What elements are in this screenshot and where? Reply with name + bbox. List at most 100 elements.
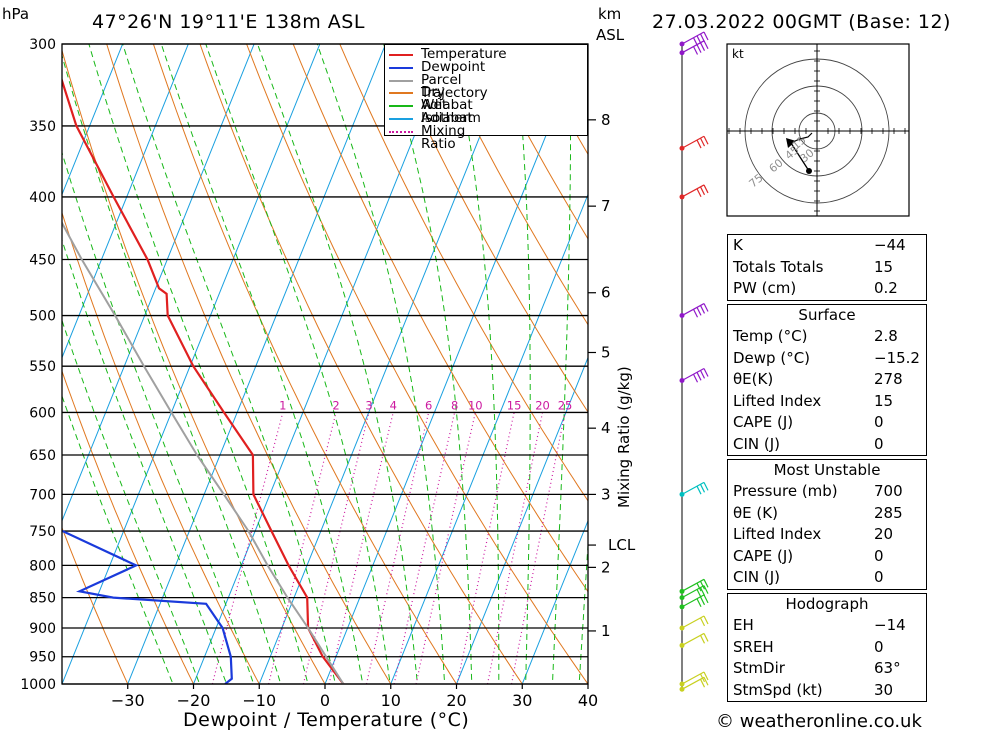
table-row-value: 0 [874,413,884,431]
wet-adiabat-line [451,44,500,684]
table-row: Pressure (mb) 700 [728,481,926,503]
most-unstable-table: Most Unstable Pressure (mb) 700 θE (K) 285 Li… [727,459,927,590]
wind-barb [679,135,709,151]
table-row-label: CIN (J) [733,568,781,586]
storm-motion-vector [790,142,810,172]
wet-adiabat-line [383,44,473,684]
legend-swatch [389,130,413,133]
dry-adiabat-line [246,44,588,684]
wind-barb [679,303,709,319]
dry-adiabat-line [62,369,195,684]
km-tick-label: 7 [601,197,611,215]
legend-label: Mixing Ratio [421,122,466,152]
km-tick-label: 4 [601,419,611,437]
hodograph-trace [794,132,813,142]
table-row: K −44 [728,235,926,257]
wind-barb [679,594,709,610]
table-title: Surface [798,306,856,324]
dry-adiabat-line [62,526,129,684]
dry-adiabat-line [918,7,1000,710]
isotherm-line [521,519,588,684]
table-row-label: StmDir [733,659,785,677]
legend-swatch [389,92,413,95]
mixing-ratio-line [328,412,394,684]
mixing-ratio-label: 8 [451,398,458,412]
table-row-value: 700 [874,482,903,500]
pressure-tick-label: 400 [29,190,56,206]
table-row: StmSpd (kt) 30 [728,680,926,702]
wet-adiabat-line [62,238,228,684]
wet-adiabat-line [62,150,255,684]
km-tick-label: 6 [601,284,611,302]
table-row-value: 30 [874,680,894,699]
pressure-tick-label: 800 [29,558,56,574]
hodograph-table: Hodograph EH −14 SREH 0 StmDir 63° StmSpd (kt) 3… [727,593,927,702]
wet-adiabat-line [256,44,418,684]
table-row: CIN (J) 0 [728,567,926,589]
km-tick-label: 5 [601,343,611,361]
legend-swatch [389,105,413,108]
legend-label: Dry Adiabat [421,84,473,114]
dry-adiabat-line [62,48,326,684]
x-axis-title: Dewpoint / Temperature (°C) [183,709,470,731]
wind-barb [679,585,709,601]
table-row-value: 285 [874,503,903,522]
dry-adiabat-line [339,44,588,502]
table-row: PW (cm) 0.2 [728,278,926,300]
table-row-label: SREH [733,637,774,656]
pressure-tick-label: 650 [29,448,56,464]
isotherm-line [390,193,588,684]
wind-barb [679,367,709,384]
table-row-label: StmSpd (kt) [733,680,823,699]
table-row: Lifted Index 15 [728,391,926,413]
pressure-tick-label: 700 [29,487,56,503]
isotherm-line [62,44,255,523]
table-row-label: Lifted Index [733,525,822,543]
wet-adiabat-line [551,44,572,684]
table-row-label: Dewp (°C) [733,348,811,367]
mixing-ratio-line [302,412,370,684]
pressure-tick-label: 900 [29,621,56,637]
table-row-value: 20 [874,525,894,543]
legend-label: Temperature [421,46,507,62]
wind-barb [679,481,709,497]
hodograph-frame [726,43,910,217]
legend-swatch [389,79,413,82]
table-row: StmDir 63° [728,658,926,680]
wet-adiabat-line [514,44,531,684]
x-tick-label: 10 [381,691,401,710]
dry-adiabat-line [106,44,392,684]
mixing-ratio-axis-title: Mixing Ratio (g/kg) [615,366,633,508]
table-row-value: −14 [874,616,906,634]
table-row-value: 0.2 [874,279,898,297]
table-row-label: CAPE (J) [733,546,794,565]
isotherm-line [127,44,387,684]
trace-parcel-trajectory [62,220,345,684]
table-row-label: PW (cm) [733,279,797,297]
table-row-label: CAPE (J) [733,413,794,431]
mixing-ratio-line [456,412,515,684]
wind-barb [679,40,709,56]
trace-dewpoint [62,529,233,684]
surface-table: Surface Temp (°C) 2.8 Dewp (°C) −15.2 θE(K) 27… [727,304,927,456]
table-row: Temp (°C) 2.8 [728,326,926,348]
wet-adiabat-line [122,44,336,684]
wet-adiabat-line [62,318,201,684]
wet-adiabat-line [62,53,282,684]
legend-swatch [389,66,413,69]
table-row-value: −15.2 [874,348,920,367]
wind-barb [679,184,709,200]
x-tick-label: 0 [320,691,330,710]
table-row-value: 15 [874,391,894,410]
table-row-label: Totals Totals [733,257,824,276]
legend-label: Parcel Trajectory [421,71,488,101]
table-row: CAPE (J) 0 [728,412,926,434]
wind-barb [679,676,709,692]
mixing-ratio-label: 10 [468,398,483,412]
legend-label: Isotherm [421,110,481,126]
km-tick-label: 8 [601,111,611,129]
isotherm-line [62,44,124,196]
mixing-ratio-label: 20 [535,398,550,412]
isotherm-line [62,44,189,359]
credit-link[interactable]: © weatheronline.co.uk [716,711,922,732]
